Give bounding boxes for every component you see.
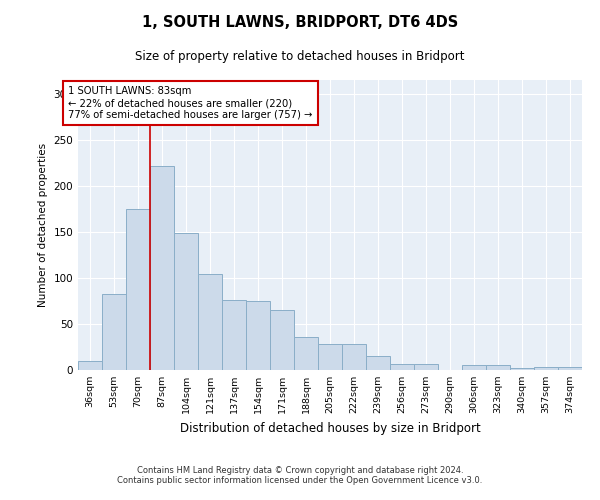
Bar	[414, 364, 438, 370]
Bar	[462, 366, 486, 370]
Bar	[486, 366, 510, 370]
Bar	[534, 367, 558, 370]
Bar	[294, 337, 318, 370]
Text: Size of property relative to detached houses in Bridport: Size of property relative to detached ho…	[135, 50, 465, 63]
Bar	[102, 294, 126, 370]
Bar	[198, 274, 222, 370]
Bar	[390, 364, 414, 370]
Bar	[222, 300, 246, 370]
Y-axis label: Number of detached properties: Number of detached properties	[38, 143, 48, 307]
Bar	[558, 367, 582, 370]
Text: Contains HM Land Registry data © Crown copyright and database right 2024.
Contai: Contains HM Land Registry data © Crown c…	[118, 466, 482, 485]
Bar	[150, 166, 174, 370]
Text: 1 SOUTH LAWNS: 83sqm
← 22% of detached houses are smaller (220)
77% of semi-deta: 1 SOUTH LAWNS: 83sqm ← 22% of detached h…	[68, 86, 313, 120]
Bar	[126, 209, 150, 370]
Bar	[78, 361, 102, 370]
Bar	[270, 310, 294, 370]
Bar	[510, 368, 534, 370]
Bar	[342, 344, 366, 370]
Bar	[366, 356, 390, 370]
Bar	[246, 301, 270, 370]
Text: 1, SOUTH LAWNS, BRIDPORT, DT6 4DS: 1, SOUTH LAWNS, BRIDPORT, DT6 4DS	[142, 15, 458, 30]
Bar	[318, 344, 342, 370]
Bar	[174, 233, 198, 370]
X-axis label: Distribution of detached houses by size in Bridport: Distribution of detached houses by size …	[179, 422, 481, 434]
